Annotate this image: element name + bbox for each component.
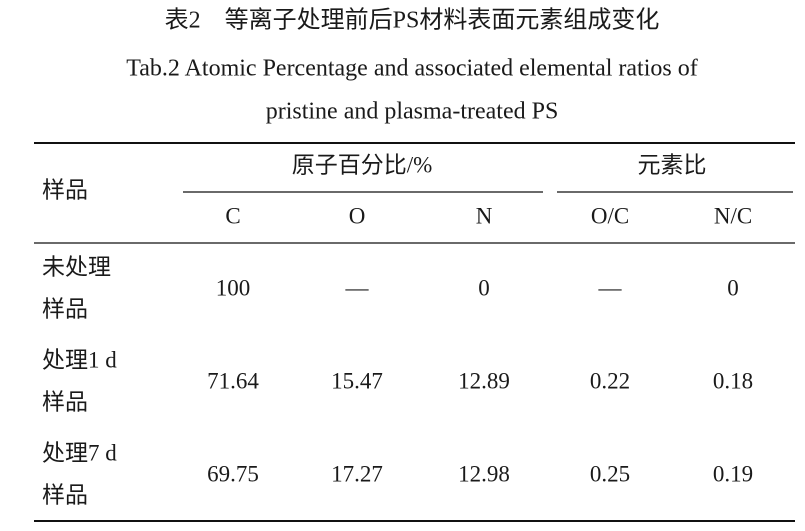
cell: 17.27 [331,461,383,486]
cell: 0.22 [590,368,630,393]
group-header: 原子百分比/% [292,152,433,177]
cell: 0.18 [713,368,753,393]
cell: 0 [727,275,739,300]
row-label: 样品 [42,482,88,507]
cell: 12.89 [458,368,510,393]
cell: 100 [216,275,251,300]
cell: 12.98 [458,461,510,486]
row-label: 处理7 d [42,440,117,465]
title-en: pristine and plasma-treated PS [266,99,559,125]
row-label: 样品 [42,296,88,321]
row-label: 处理1 d [42,347,117,372]
column-header: O [349,203,366,228]
column-header: O/C [591,203,629,228]
cell: 71.64 [207,368,259,393]
title-cn: 表2 等离子处理前后PS材料表面元素组成变化 [165,7,660,34]
cell: 69.75 [207,461,259,486]
column-header: N/C [714,203,752,228]
cell: — [345,275,370,300]
sample-header: 样品 [42,177,88,202]
cell: 0.25 [590,461,630,486]
cell: 15.47 [331,368,383,393]
group-header: 元素比 [638,152,707,177]
cell: — [598,275,623,300]
column-header: N [476,203,493,228]
title-en: Tab.2 Atomic Percentage and associated e… [126,56,697,82]
row-label: 样品 [42,389,88,414]
column-header: C [225,203,240,228]
row-label: 未处理 [42,254,111,279]
cell: 0.19 [713,461,753,486]
cell: 0 [478,275,490,300]
